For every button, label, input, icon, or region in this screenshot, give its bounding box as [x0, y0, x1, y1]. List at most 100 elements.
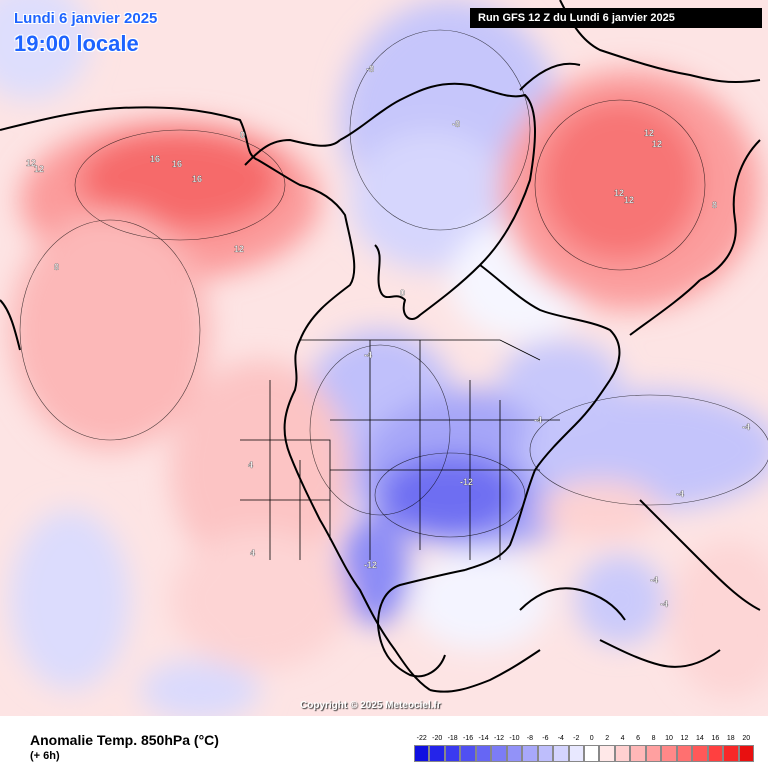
cold-anomaly-caribbean	[575, 555, 665, 645]
contour-label: -4	[660, 599, 668, 609]
contour-label: 4	[248, 460, 253, 470]
color-scale-label: -22	[416, 735, 427, 742]
contour-label: -4	[650, 575, 658, 585]
contour-label: 12	[624, 195, 634, 205]
contour-label: 12	[652, 139, 662, 149]
color-scale-label: -6	[542, 735, 549, 742]
anomaly-field	[0, 0, 768, 720]
warm-anomaly-alaska-core	[80, 130, 280, 230]
color-scale-label: 14	[696, 735, 704, 742]
color-scale-segment	[692, 745, 708, 762]
color-scale-segment	[444, 745, 461, 762]
color-scale-bar	[414, 745, 754, 762]
color-scale-label: 18	[726, 735, 735, 742]
contour-label: 16	[150, 154, 160, 164]
warm-anomaly-atlantic-south	[540, 480, 660, 540]
political-borders	[240, 339, 560, 560]
color-scale-segment	[414, 745, 430, 762]
contour-label: -8	[366, 64, 374, 74]
color-scale-label: -4	[557, 735, 564, 742]
contour-label: -12	[364, 560, 377, 570]
coastlines	[0, 0, 761, 693]
warm-anomaly-mexico	[170, 530, 350, 670]
warm-anomaly-pacific	[10, 210, 210, 450]
color-scale-segment	[460, 745, 476, 762]
variable-title: Anomalie Temp. 850hPa (°C)	[30, 732, 219, 748]
contour-label: -4	[742, 422, 750, 432]
color-scale-label: 20	[742, 735, 751, 742]
cold-anomaly-hudson	[350, 130, 510, 270]
cold-anomaly-mexico	[140, 660, 260, 720]
contour-label: 12	[234, 244, 244, 254]
contour-label: -4	[676, 489, 684, 499]
color-scale-segment	[707, 745, 724, 762]
color-scale-label: -18	[447, 735, 458, 742]
color-scale-label: -10	[509, 735, 520, 742]
contour-label: 4	[250, 548, 255, 558]
color-scale-segment	[553, 745, 569, 762]
color-scale-label: 0	[589, 735, 594, 742]
color-scale-segment	[583, 745, 600, 762]
cold-anomaly-pacific	[10, 510, 130, 690]
color-scale-label: -14	[478, 735, 489, 742]
color-scale-segment	[491, 745, 507, 762]
warm-anomaly-west-us	[170, 360, 350, 580]
color-scale-segment	[676, 745, 693, 762]
color-scale-label: 6	[636, 735, 641, 742]
color-scale-labels: -22 -20 -18 -16 -14 -12 -10 -8 -6 -4 -2 0 2 4 6 8 10 12 14…	[414, 735, 754, 745]
contour-label: 12	[644, 128, 654, 138]
color-scale-segment	[568, 745, 584, 762]
color-scale-segment	[614, 745, 631, 762]
color-scale-segment	[738, 745, 754, 762]
color-scale-segment	[599, 745, 615, 762]
cold-anomaly-core	[380, 455, 520, 535]
color-scale-label: -2	[573, 735, 580, 742]
contour-label: 16	[192, 174, 202, 184]
contour-label: 8	[712, 200, 717, 210]
contour-value-labels: 12 12 16 16 16 12 12 12 12 12 -12 -12 -4…	[26, 64, 750, 609]
color-scale-label: 12	[680, 735, 689, 742]
contour-label: -12	[460, 477, 473, 487]
contour-label: -4	[534, 415, 542, 425]
contour-label: 16	[172, 159, 182, 169]
model-run-label: Run GFS 12 Z du Lundi 6 janvier 2025	[470, 8, 762, 28]
color-scale-segment	[661, 745, 677, 762]
cold-anomaly-ne	[500, 340, 620, 420]
warm-anomaly-greenland-core	[540, 100, 700, 260]
color-scale-segment	[522, 745, 538, 762]
color-scale-label: -8	[526, 735, 534, 742]
cold-anomaly-texas	[340, 515, 410, 625]
cold-anomaly-nw	[0, 0, 90, 100]
warm-anomaly-east-atl	[670, 540, 768, 700]
color-scale-label: -20	[432, 735, 443, 742]
contour-label: -4	[364, 350, 372, 360]
color-scale-segment	[429, 745, 445, 762]
contour-label: 12	[26, 158, 36, 168]
cold-anomaly-atlantic	[520, 390, 768, 510]
color-scale-label: 10	[665, 735, 673, 742]
contour-label: 0	[400, 288, 405, 298]
contour-label: 12	[614, 188, 624, 198]
contour-label: 0	[240, 130, 245, 140]
color-scale-segment	[723, 745, 739, 762]
forecast-time: 19:00 locale	[14, 31, 139, 56]
color-scale-segment	[630, 745, 646, 762]
color-scale-label: 16	[711, 735, 720, 742]
color-scale-label: 4	[620, 735, 625, 742]
color-scale-segment	[645, 745, 662, 762]
color-scale-segment	[506, 745, 523, 762]
color-scale-label: -16	[463, 735, 474, 742]
color-scale-label: 2	[605, 735, 610, 742]
color-scale-segment	[475, 745, 492, 762]
contour-label: -8	[452, 119, 460, 129]
lead-time: (+ 6h)	[30, 750, 60, 762]
forecast-date: Lundi 6 janvier 2025	[14, 10, 158, 27]
copyright-notice: Copyright © 2025 Meteociel.fr	[300, 700, 441, 711]
color-scale-label: 8	[651, 735, 656, 742]
color-scale-segment	[537, 745, 554, 762]
contour-label: 12	[34, 164, 44, 174]
color-scale-label: -12	[493, 735, 505, 742]
contour-lines	[19, 29, 768, 538]
contour-label: 8	[54, 262, 59, 272]
